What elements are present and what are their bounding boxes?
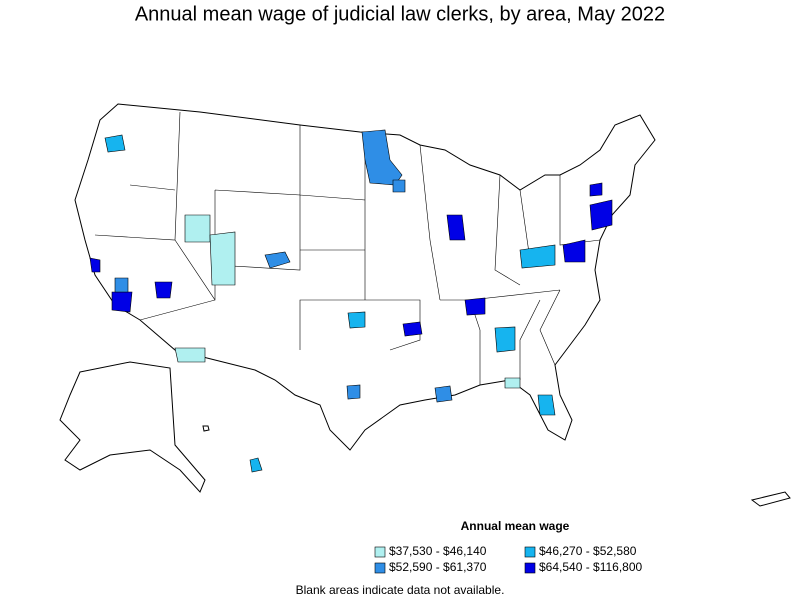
area-wyoming: [209, 231, 236, 286]
legend-swatch: [524, 562, 536, 574]
area-new-york: [589, 199, 613, 231]
area-albany: [589, 182, 603, 197]
area-ohio: [519, 244, 556, 269]
legend-title: Annual mean wage: [461, 519, 570, 533]
map: [59, 103, 791, 507]
pr-islands: [750, 491, 791, 507]
area-houston: [434, 385, 453, 403]
area-oklahoma: [347, 311, 366, 329]
note: Blank areas indicate data not available.: [296, 583, 505, 597]
area-las-vegas: [154, 281, 173, 299]
legend-swatch: [374, 546, 386, 558]
area-florida-north: [504, 377, 521, 389]
area-utah: [184, 214, 211, 243]
area-los-angeles: [111, 291, 133, 313]
area-chicago: [446, 214, 466, 241]
area-wisconsin: [392, 179, 406, 193]
area-florida: [537, 394, 556, 416]
legend-label: $64,540 - $116,800: [539, 560, 643, 574]
area-arizona: [174, 347, 206, 363]
alaska: [59, 361, 206, 493]
legend-label: $46,270 - $52,580: [539, 544, 637, 558]
legend-label: $37,530 - $46,140: [389, 544, 487, 558]
area-san-antonio: [346, 384, 361, 400]
area-bay-area: [89, 257, 101, 273]
area-hawaii: [249, 457, 263, 473]
title: Annual mean wage of judicial law clerks,…: [135, 3, 665, 25]
area-oregon: [104, 134, 126, 153]
area-nashville: [464, 297, 486, 316]
legend-label: $52,590 - $61,370: [389, 560, 487, 574]
area-atlanta: [494, 326, 516, 353]
hawaii-west: [202, 425, 210, 432]
legend: $37,530 - $46,140 $46,270 - $52,580 $52,59…: [374, 544, 643, 574]
area-dc: [562, 239, 586, 263]
legend-swatch: [524, 546, 536, 558]
area-colorado: [264, 251, 291, 269]
area-dallas: [402, 321, 423, 337]
legend-swatch: [374, 562, 386, 574]
area-inland-ca: [114, 277, 129, 293]
